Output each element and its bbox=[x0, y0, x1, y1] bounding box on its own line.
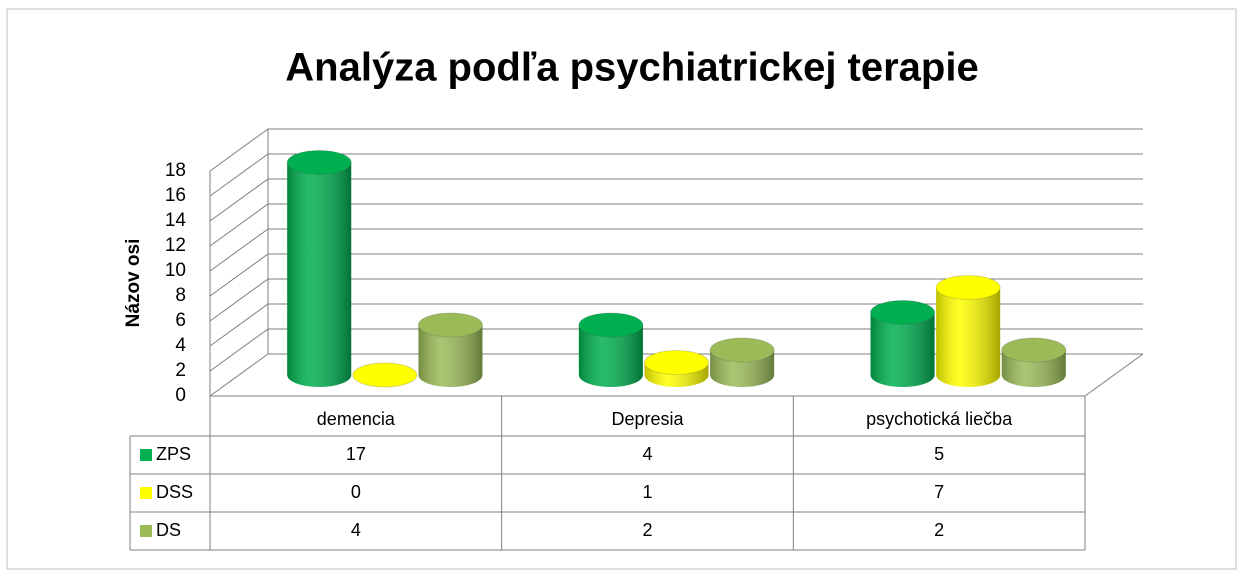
grid-line bbox=[209, 278, 1143, 322]
y-tick-label: 0 bbox=[175, 385, 186, 406]
cylinder-top bbox=[870, 300, 936, 325]
y-tick-label: 14 bbox=[165, 210, 187, 231]
cylinder-top bbox=[1001, 337, 1067, 363]
table-value: 1 bbox=[642, 482, 652, 502]
grid-line bbox=[209, 353, 1143, 397]
y-tick-label: 16 bbox=[165, 185, 186, 206]
y-axis-title: Názov osi bbox=[123, 239, 144, 328]
chart-border bbox=[6, 8, 1237, 570]
table-value: 5 bbox=[934, 444, 944, 464]
grid-line bbox=[209, 128, 1143, 172]
table-value: 2 bbox=[642, 520, 652, 540]
y-tick-label: 8 bbox=[175, 285, 186, 306]
y-tick-label: 6 bbox=[175, 310, 186, 331]
legend-label: ZPS bbox=[156, 444, 191, 464]
category-label: Depresia bbox=[611, 409, 684, 429]
grid-line bbox=[209, 328, 1143, 372]
y-tick-label: 10 bbox=[165, 260, 186, 281]
cylinder-top bbox=[417, 312, 483, 338]
table-value: 4 bbox=[351, 520, 361, 540]
grid-line bbox=[209, 153, 1143, 197]
grid-line bbox=[209, 178, 1143, 222]
cylinder-shade bbox=[418, 325, 483, 387]
cylinder-top bbox=[578, 312, 644, 338]
legend-label: DS bbox=[156, 520, 181, 540]
y-tick-label: 12 bbox=[165, 235, 186, 256]
cylinder-shade bbox=[936, 287, 1001, 387]
category-label: demencia bbox=[317, 409, 396, 429]
legend-swatch bbox=[140, 487, 152, 499]
cylinder-shade bbox=[870, 312, 935, 387]
cylinder-shade bbox=[578, 325, 643, 387]
chart-title: Analýza podľa psychiatrickej terapie bbox=[285, 46, 978, 90]
cylinder-shade bbox=[710, 350, 775, 387]
table-value: 7 bbox=[934, 482, 944, 502]
grid-line bbox=[209, 228, 1143, 272]
table-value: 0 bbox=[351, 482, 361, 502]
cylinder-shade bbox=[1001, 350, 1066, 387]
cylinder-shade bbox=[644, 362, 709, 387]
cylinder-top bbox=[286, 150, 352, 175]
category-label: psychotická liečba bbox=[866, 409, 1013, 429]
cylinder-top bbox=[352, 362, 418, 388]
table-value: 4 bbox=[642, 444, 652, 464]
cylinder-shade bbox=[287, 162, 352, 387]
grid-line bbox=[209, 203, 1143, 247]
table-value: 2 bbox=[934, 520, 944, 540]
grid-line bbox=[209, 303, 1143, 347]
grid-line bbox=[209, 253, 1143, 297]
y-tick-label: 2 bbox=[175, 360, 186, 381]
table-value: 17 bbox=[346, 444, 366, 464]
y-tick-label: 18 bbox=[165, 160, 186, 181]
legend-swatch bbox=[140, 449, 152, 461]
y-tick-label: 4 bbox=[175, 335, 186, 356]
cylinder-top bbox=[644, 350, 709, 375]
cylinder-top bbox=[709, 337, 775, 363]
legend-label: DSS bbox=[156, 482, 193, 502]
cylinder-top bbox=[935, 275, 1001, 300]
legend-swatch bbox=[140, 525, 152, 537]
